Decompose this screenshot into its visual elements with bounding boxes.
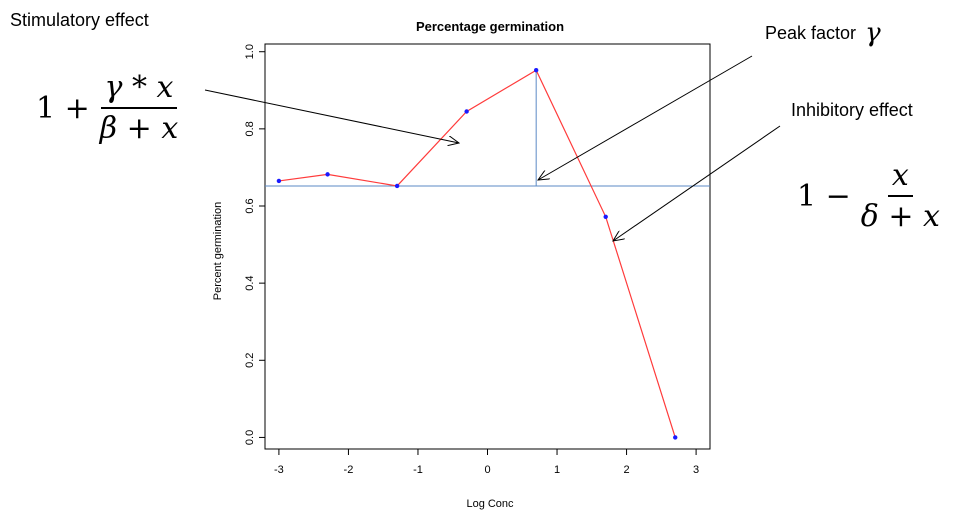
data-point (394, 183, 400, 189)
y-tick-label: 0.2 (244, 353, 256, 368)
x-tick-label: -1 (413, 464, 423, 476)
y-axis: 0.0 0.2 0.4 0.6 0.8 1.0 (244, 44, 265, 445)
series-points (276, 68, 678, 440)
x-tick-label: 2 (624, 464, 630, 476)
y-tick-label: 0.6 (244, 198, 256, 213)
x-tick-label: -3 (274, 464, 284, 476)
x-axis: -3 -2 -1 0 1 2 3 (274, 449, 699, 476)
stimulatory-formula: 1 + γ * x β + x (36, 70, 182, 146)
x-tick-label: -2 (344, 464, 354, 476)
peak-gamma-symbol: γ (865, 18, 881, 48)
data-point (325, 172, 330, 177)
data-point (276, 178, 282, 184)
y-tick-label: 0.8 (244, 121, 256, 136)
peak-label-text: Peak factor (765, 23, 857, 43)
series-line (278, 69, 676, 438)
y-tick-label: 0.4 (244, 275, 256, 290)
stimulatory-arrow (204, 89, 459, 143)
inhibitory-formula-numerator: x (887, 158, 913, 197)
plot-frame (264, 43, 711, 450)
x-tick-label: 1 (554, 464, 560, 476)
data-point (464, 109, 469, 114)
data-point (603, 214, 608, 219)
peak-label: Peak factor γ (765, 18, 881, 48)
stimulatory-label: Stimulatory effect (10, 10, 149, 30)
data-point (533, 68, 539, 73)
stimulatory-formula-denominator: β + x (99, 111, 179, 146)
x-tick-label: 3 (693, 464, 699, 476)
x-axis-label: Log Conc (466, 498, 514, 510)
y-tick-label: 0.0 (244, 430, 256, 445)
y-tick-label: 1.0 (244, 44, 256, 59)
inhibitory-label: Inhibitory effect (791, 100, 913, 120)
inhibitory-formula-prefix: 1 − (797, 178, 851, 214)
stimulatory-formula-prefix: 1 + (36, 90, 90, 126)
chart-title: Percentage germination (416, 19, 564, 34)
peak-arrow (538, 55, 753, 180)
data-point (673, 435, 678, 440)
inhibitory-formula: 1 − x δ + x (797, 158, 944, 234)
x-tick-label: 0 (484, 464, 490, 476)
stimulatory-formula-numerator: γ * x (100, 70, 178, 109)
y-axis-label: Percent germination (212, 202, 224, 300)
inhibitory-arrow (613, 125, 781, 241)
inhibitory-formula-denominator: δ + x (860, 199, 940, 234)
